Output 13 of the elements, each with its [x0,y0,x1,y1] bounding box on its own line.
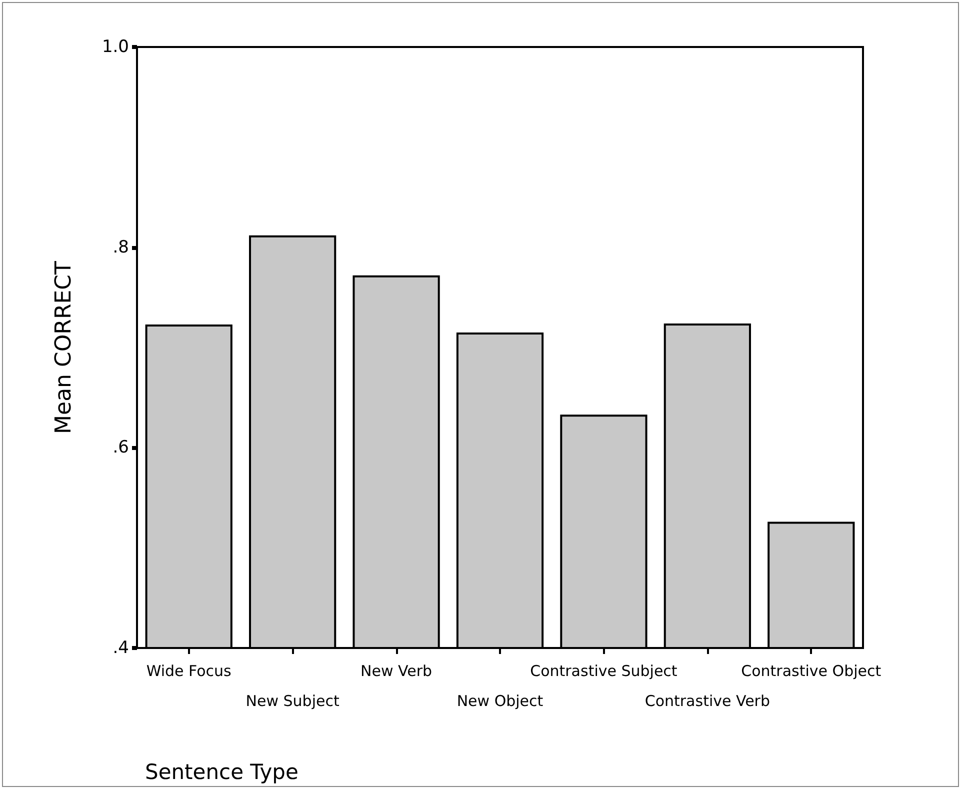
x-tick-label: Contrastive Subject [530,662,678,680]
y-tick-label: .8 [112,237,129,258]
x-tick-label: Wide Focus [146,662,232,680]
y-tick-label: .6 [112,438,129,458]
x-axis-title: Sentence Type [145,760,298,784]
x-tick-label: Contrastive Verb [644,692,770,710]
x-tick-label: Contrastive Object [741,662,882,680]
y-tick-label: .4 [112,638,129,658]
y-tick-label: 1.0 [102,37,129,57]
x-tick-label: New Subject [246,692,340,710]
x-tick-label: New Object [456,692,544,710]
x-tick-label: New Verb [360,662,432,680]
y-axis-title: Mean CORRECT [52,260,76,434]
